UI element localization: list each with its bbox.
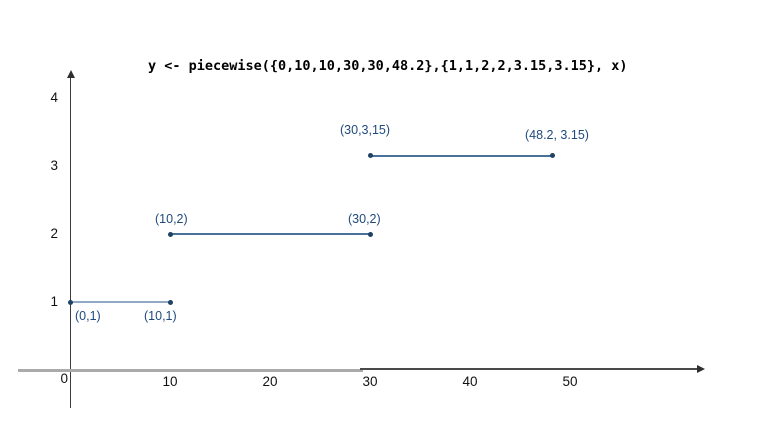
segment-line — [370, 155, 552, 157]
origin-tick-label: 0 — [60, 371, 68, 386]
plot-title: y <- piecewise({0,10,10,30,30,48.2},{1,1… — [148, 58, 628, 74]
x-tick-label: 10 — [162, 374, 178, 389]
point-label: (10,1) — [144, 309, 177, 323]
segment-line — [70, 301, 170, 303]
y-axis-arrow-icon — [67, 70, 75, 78]
x-axis-line — [360, 368, 698, 370]
y-tick-label: 4 — [50, 90, 58, 105]
x-axis-arrow-icon — [697, 365, 705, 373]
point-label: (10,2) — [155, 212, 188, 226]
data-point — [67, 299, 73, 305]
x-tick-label: 40 — [462, 374, 478, 389]
y-tick-label: 2 — [50, 226, 58, 241]
x-tick-label: 20 — [262, 374, 278, 389]
x-axis-gray-stroke — [18, 368, 363, 372]
data-point — [367, 231, 373, 237]
segment-line — [170, 233, 370, 235]
data-point — [167, 231, 173, 237]
data-point — [167, 299, 173, 305]
point-label: (30,3,15) — [340, 122, 391, 137]
y-tick-label: 3 — [50, 158, 58, 173]
point-label: (30,2) — [348, 212, 381, 226]
x-tick-label: 30 — [362, 374, 378, 389]
point-label: (0,1) — [75, 309, 101, 323]
y-tick-label: 1 — [50, 294, 58, 309]
data-point — [367, 153, 373, 159]
y-axis-line — [70, 76, 72, 408]
data-point — [549, 153, 555, 159]
point-label: (48.2, 3.15) — [525, 127, 589, 142]
x-tick-label: 50 — [562, 374, 578, 389]
